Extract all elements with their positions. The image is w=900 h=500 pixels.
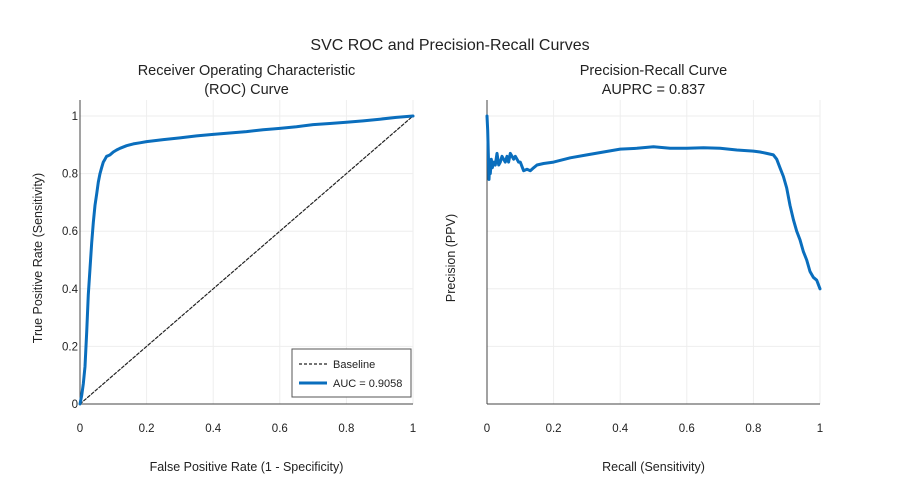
roc-x-tick-label: 0.6 [272,423,288,435]
roc-legend: Baseline AUC = 0.9058 [291,348,412,398]
pr-x-tick-label: 0.8 [745,423,761,435]
legend-auc-label: AUC = 0.9058 [333,378,402,390]
roc-x-tick-label: 0 [77,423,83,435]
roc-y-axis-label: True Positive Rate (Sensitivity) [31,173,45,343]
pr-series-group [485,114,822,291]
pr-x-ticks: 0 0.2 0.4 0.6 0.8 1 [484,423,823,435]
roc-series-group [78,114,415,406]
pr-gridlines [487,100,821,404]
roc-x-tick-label: 0.4 [205,423,222,435]
roc-title-line-1: Receiver Operating Characteristic [138,63,356,79]
roc-chart: Receiver Operating Characteristic (ROC) … [31,63,416,474]
pr-series-line-curve [485,114,822,291]
pr-x-tick-label: 0.4 [612,423,629,435]
roc-y-tick-label: 0.2 [62,341,78,353]
pr-title-line-1: Precision-Recall Curve [580,63,727,79]
roc-y-tick-label: 0.4 [62,284,79,296]
pr-x-axis-label: Recall (Sensitivity) [602,460,705,474]
roc-y-ticks: 0 0.2 0.4 0.6 0.8 1 [62,111,79,411]
roc-x-tick-label: 0.2 [139,423,155,435]
roc-y-tick-label: 0.6 [62,226,78,238]
pr-x-tick-label: 1 [817,423,823,435]
roc-y-tick-label: 0 [72,399,78,411]
pr-x-tick-label: 0.6 [679,423,695,435]
pr-y-axis-label: Precision (PPV) [444,214,458,302]
roc-legend-box [291,348,412,398]
figure-title: SVC ROC and Precision-Recall Curves [310,37,589,54]
roc-series-line-baseline [79,115,414,405]
roc-y-tick-label: 1 [72,111,78,123]
legend-baseline-label: Baseline [333,359,375,371]
roc-x-tick-label: 0.8 [338,423,354,435]
pr-x-tick-label: 0.2 [546,423,562,435]
roc-x-tick-label: 1 [410,423,416,435]
roc-x-ticks: 0 0.2 0.4 0.6 0.8 1 [77,423,416,435]
roc-y-tick-label: 0.8 [62,169,78,181]
roc-x-axis-label: False Positive Rate (1 - Specificity) [150,460,344,474]
roc-gridlines [80,100,414,404]
pr-chart: Precision-Recall Curve AUPRC = 0.837 0 0.… [444,63,823,474]
roc-series-line-curve [78,114,415,406]
pr-x-tick-label: 0 [484,423,490,435]
roc-title-line-2: (ROC) Curve [204,82,289,98]
pr-title-line-2: AUPRC = 0.837 [602,82,706,98]
